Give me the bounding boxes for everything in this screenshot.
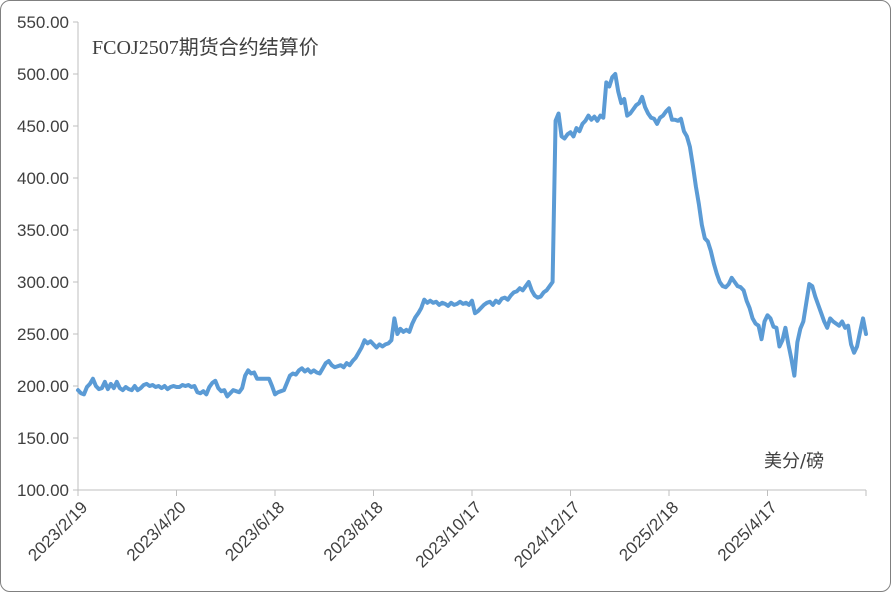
y-tick-label: 400.00 — [17, 169, 69, 188]
y-tick-label: 150.00 — [17, 429, 69, 448]
chart-title: FCOJ2507期货合约结算价 — [92, 36, 319, 59]
x-tick-label: 2023/10/17 — [412, 498, 486, 572]
y-axis-ticks: 100.00 150.00 200.00 250.00 300.00 350.00 400.… — [17, 13, 78, 500]
x-tick-label: 2023/8/18 — [320, 498, 387, 565]
price-series-line — [76, 72, 868, 399]
y-tick-label: 300.00 — [17, 273, 69, 292]
x-tick-label: 2023/2/19 — [24, 498, 91, 565]
y-tick-label: 350.00 — [17, 221, 69, 240]
y-tick-label: 550.00 — [17, 13, 69, 32]
unit-label: 美分/磅 — [764, 451, 824, 472]
x-tick-label: 2023/6/18 — [221, 498, 288, 565]
x-tick-label: 2023/4/20 — [123, 498, 190, 565]
x-tick-label: 2025/4/17 — [714, 498, 781, 565]
y-tick-label: 100.00 — [17, 481, 69, 500]
x-tick-label: 2024/12/17 — [510, 498, 584, 572]
x-tick-label: 2025/2/18 — [615, 498, 682, 565]
y-tick-label: 200.00 — [17, 377, 69, 396]
y-tick-label: 250.00 — [17, 325, 69, 344]
y-tick-label: 500.00 — [17, 65, 69, 84]
x-axis-ticks: 2023/2/19 2023/4/20 2023/6/18 2023/8/18 2023… — [24, 490, 867, 572]
y-tick-label: 450.00 — [17, 117, 69, 136]
